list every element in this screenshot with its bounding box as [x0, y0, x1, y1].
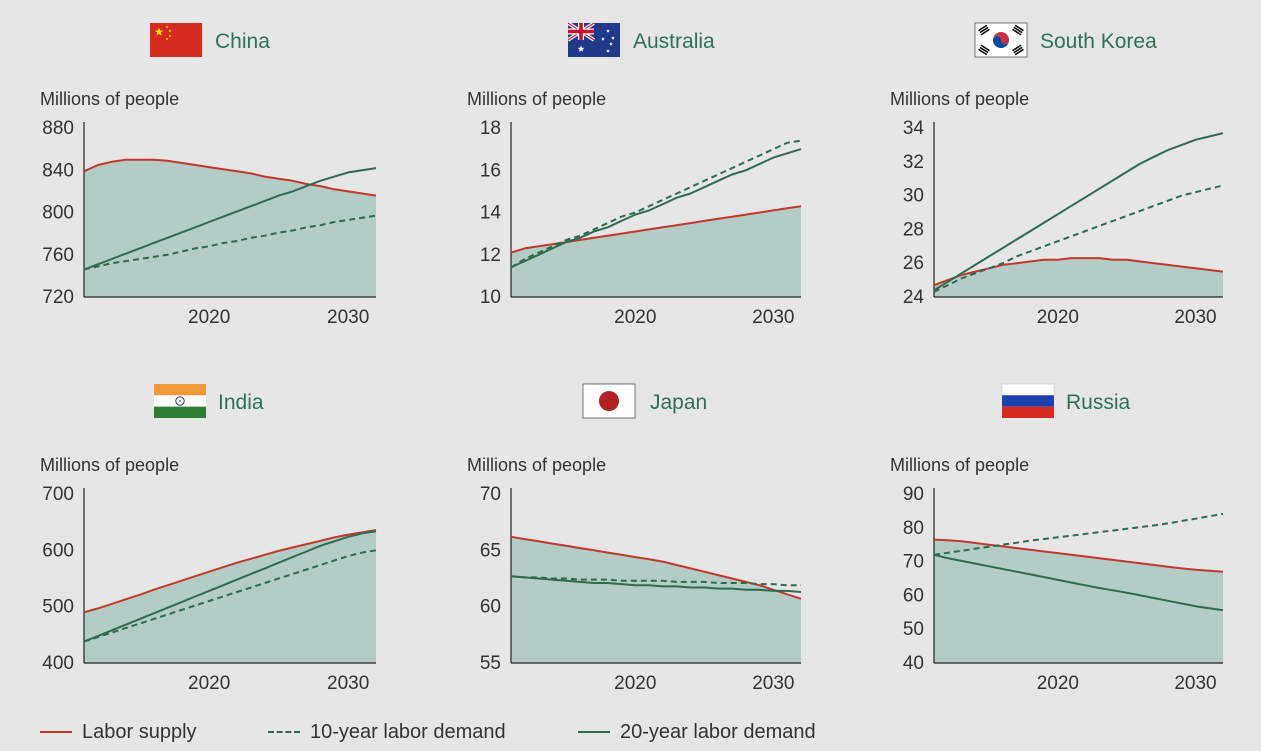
legend-swatch-labor-supply	[40, 731, 72, 733]
y-tick-label-china: 840	[42, 160, 74, 181]
south-korea-flag-icon	[974, 22, 1028, 58]
y-tick-label-china: 760	[42, 245, 74, 266]
y-tick-label-south-korea: 28	[903, 219, 924, 240]
x-tick-label-australia: 2020	[614, 307, 656, 328]
line-20-year-demand-australia	[510, 148, 802, 269]
y-tick-label-russia: 50	[903, 619, 924, 640]
chart-title-russia: Russia	[1066, 391, 1131, 414]
x-tick-label-india: 2030	[327, 673, 369, 694]
line-20-year-demand-russia	[933, 553, 1224, 612]
chart-russia: Russia Millions of people 40 50 60 70 80 90 2020…	[890, 383, 1224, 694]
chart-title-japan: Japan	[650, 391, 707, 414]
chart-title-australia: Australia	[633, 30, 715, 53]
supply-area-china	[84, 159, 376, 297]
x-tick-label-japan: 2030	[752, 673, 794, 694]
legend-swatch-20-year-demand	[578, 731, 610, 733]
y-tick-label-india: 400	[42, 653, 74, 674]
chart-india: India Millions of people 400 500 600 700 2020 2…	[40, 384, 377, 694]
line-20-year-demand-south-korea	[933, 132, 1224, 292]
y-tick-label-india: 600	[42, 540, 74, 561]
line-20-year-demand-japan	[510, 575, 802, 593]
line-20-year-demand-china	[83, 167, 377, 271]
y-tick-label-russia: 60	[903, 585, 924, 606]
y-tick-label-south-korea: 34	[903, 118, 925, 139]
y-tick-label-australia: 12	[480, 245, 501, 266]
legend-label-10-year-demand: 10-year labor demand	[310, 720, 506, 743]
russia-flag-icon	[1001, 383, 1055, 418]
x-tick-label-south-korea: 2020	[1037, 307, 1079, 328]
chart-china: China Millions of people 720 760 800 840 880 20…	[40, 23, 377, 328]
line-10-year-demand-india	[83, 549, 377, 643]
x-tick-label-south-korea: 2030	[1174, 307, 1216, 328]
line-10-year-demand-russia	[933, 512, 1224, 556]
legend-item-20-year-demand: 20-year labor demand	[578, 718, 816, 746]
x-tick-label-japan: 2020	[614, 673, 656, 694]
chart-south-korea: South Korea Millions of people 24 26 28 30 32 3…	[890, 22, 1224, 328]
chart-japan: Japan Millions of people 55 60 65 70 2020 2030	[467, 383, 802, 694]
y-axis-label-japan: Millions of people	[467, 455, 606, 475]
x-tick-label-australia: 2030	[752, 307, 794, 328]
legend-item-10-year-demand: 10-year labor demand	[268, 718, 506, 746]
china-flag-icon	[150, 23, 202, 57]
y-tick-label-china: 800	[42, 203, 74, 224]
line-labor-supply-russia	[933, 538, 1224, 573]
y-tick-label-india: 500	[42, 597, 74, 618]
supply-area-japan	[511, 536, 801, 663]
legend: Labor supply 10-year labor demand 20-yea…	[40, 718, 1240, 746]
line-10-year-demand-australia	[510, 139, 802, 269]
supply-area-russia	[934, 539, 1223, 663]
y-tick-label-russia: 40	[903, 653, 924, 674]
y-tick-label-south-korea: 24	[903, 287, 925, 308]
y-tick-label-russia: 70	[903, 552, 924, 573]
y-tick-label-russia: 80	[903, 518, 924, 539]
x-tick-label-russia: 2030	[1174, 673, 1216, 694]
chart-title-india: India	[218, 391, 264, 414]
y-tick-label-japan: 60	[480, 597, 501, 618]
y-tick-label-australia: 14	[480, 203, 502, 224]
line-10-year-demand-japan	[510, 575, 801, 587]
y-tick-label-japan: 70	[480, 484, 501, 505]
y-tick-label-south-korea: 26	[903, 253, 924, 274]
y-tick-label-australia: 16	[480, 160, 501, 181]
y-tick-label-russia: 90	[903, 484, 924, 505]
y-tick-label-japan: 55	[480, 653, 501, 674]
line-labor-supply-china	[83, 158, 377, 197]
x-tick-label-russia: 2020	[1037, 673, 1079, 694]
supply-area-australia	[511, 206, 801, 297]
y-tick-label-south-korea: 32	[903, 152, 924, 173]
line-20-year-demand-india	[83, 530, 377, 643]
australia-flag-icon	[567, 21, 620, 57]
legend-item-labor-supply: Labor supply	[40, 718, 197, 746]
chart-australia: Australia Millions of people 10 12 14 16 18 202…	[467, 21, 802, 328]
x-tick-label-india: 2020	[188, 673, 230, 694]
india-flag-icon	[154, 384, 206, 418]
line-labor-supply-india	[83, 529, 377, 614]
chart-title-china: China	[215, 30, 270, 53]
x-tick-label-china: 2020	[188, 307, 230, 328]
y-tick-label-australia: 10	[480, 287, 501, 308]
y-tick-label-china: 880	[42, 118, 74, 139]
y-axis-label-china: Millions of people	[40, 89, 179, 109]
legend-swatch-10-year-demand	[268, 731, 300, 733]
y-axis-label-australia: Millions of people	[467, 89, 606, 109]
y-axis-label-russia: Millions of people	[890, 455, 1029, 475]
supply-area-south-korea	[934, 258, 1223, 297]
legend-label-labor-supply: Labor supply	[82, 720, 197, 743]
y-tick-label-australia: 18	[480, 118, 501, 139]
y-tick-label-south-korea: 30	[903, 186, 924, 207]
y-tick-label-india: 700	[42, 484, 74, 505]
y-tick-label-japan: 65	[480, 540, 501, 561]
y-tick-label-china: 720	[42, 287, 74, 308]
chart-title-south-korea: South Korea	[1040, 30, 1157, 53]
x-tick-label-china: 2030	[327, 307, 369, 328]
supply-area-india	[84, 530, 376, 663]
line-10-year-demand-south-korea	[933, 184, 1224, 293]
y-axis-label-south-korea: Millions of people	[890, 89, 1029, 109]
y-axis-label-india: Millions of people	[40, 455, 179, 475]
legend-label-20-year-demand: 20-year labor demand	[620, 720, 816, 743]
japan-flag-icon	[582, 383, 636, 419]
